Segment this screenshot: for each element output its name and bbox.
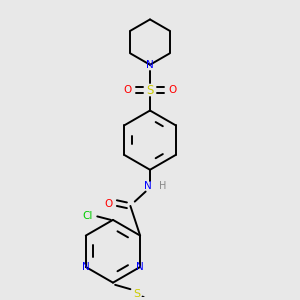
Text: N: N	[136, 262, 144, 272]
Text: O: O	[104, 199, 113, 209]
Text: N: N	[146, 60, 154, 70]
Text: H: H	[158, 181, 166, 191]
Text: N: N	[144, 181, 152, 191]
Text: Cl: Cl	[82, 212, 93, 221]
Text: S: S	[134, 289, 140, 298]
Text: S: S	[146, 83, 154, 97]
Text: O: O	[123, 85, 131, 95]
Text: O: O	[169, 85, 177, 95]
Text: N: N	[82, 262, 90, 272]
